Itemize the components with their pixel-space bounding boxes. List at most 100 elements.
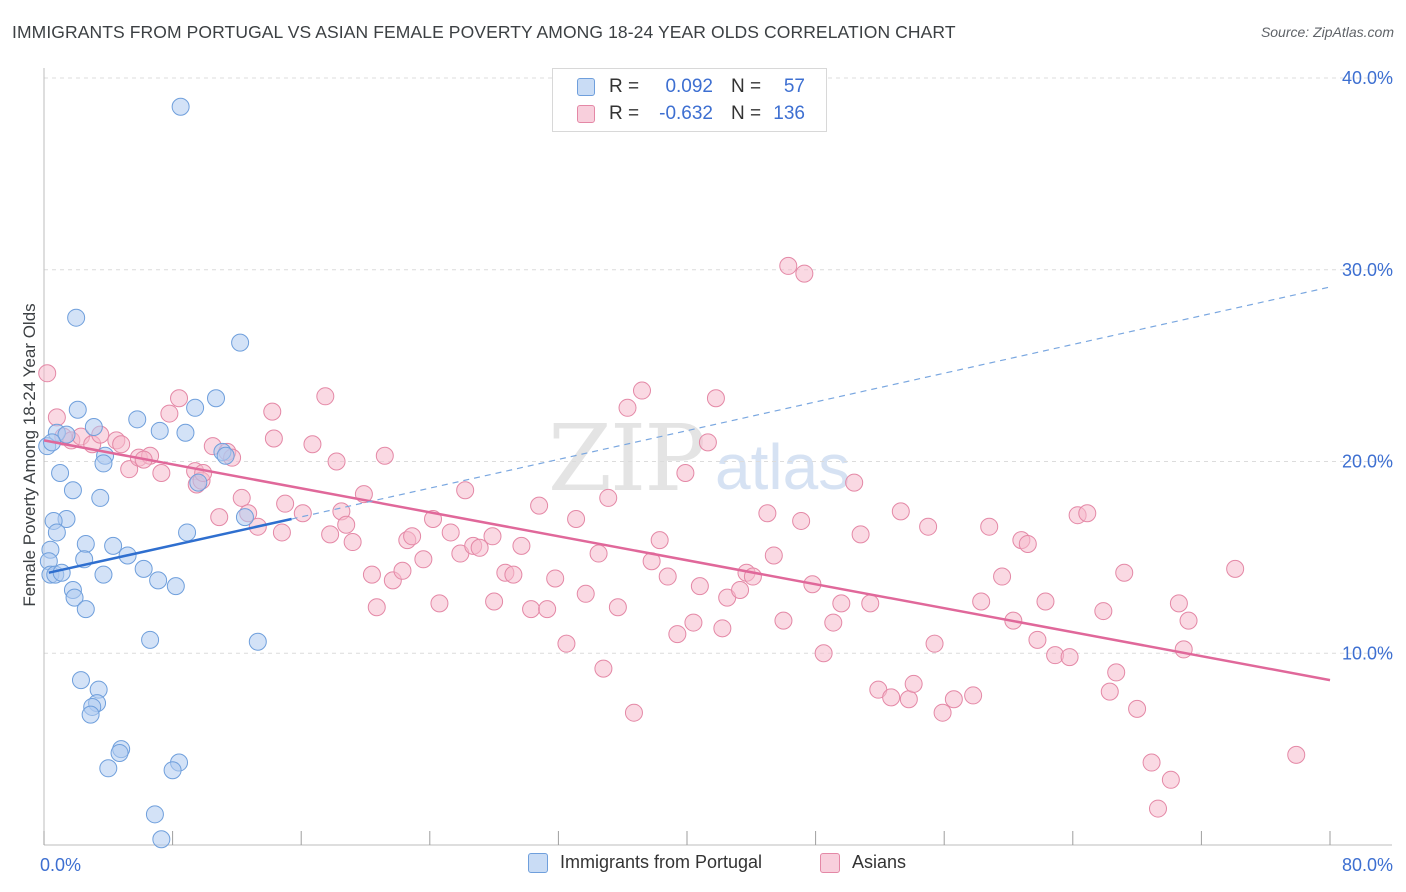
legend-r-value: -0.632 xyxy=(659,103,713,124)
portugal-point xyxy=(63,481,82,500)
portugal-point xyxy=(171,97,190,116)
asians-point xyxy=(1036,592,1055,611)
y-tick-label: 30.0% xyxy=(1342,260,1393,280)
asians-point xyxy=(232,488,251,507)
asians-point xyxy=(650,531,669,550)
asians-point xyxy=(263,402,282,421)
asians-point xyxy=(272,523,291,542)
asians-point xyxy=(1287,745,1306,764)
asians-point xyxy=(795,264,814,283)
asians-point xyxy=(899,690,918,709)
correlation-legend: R = 0.092 N = 57 R = -0.632 N = 136 xyxy=(552,68,827,132)
portugal-points xyxy=(38,97,267,849)
asians-point xyxy=(264,429,283,448)
asians-point xyxy=(919,517,938,536)
legend-n-label: N = xyxy=(731,103,762,124)
portugal-point xyxy=(166,577,185,596)
trend-lines xyxy=(43,286,1331,682)
portugal-point xyxy=(134,559,153,578)
asians-point xyxy=(589,544,608,563)
asians-point xyxy=(1148,799,1167,818)
portugal-point xyxy=(186,398,205,417)
asians-point xyxy=(698,433,717,452)
asians-point xyxy=(293,504,312,523)
legend-swatch-pink xyxy=(820,852,840,873)
asians-point xyxy=(779,256,798,275)
asians-point xyxy=(1107,663,1126,682)
asians-point xyxy=(1100,682,1119,701)
portugal-point xyxy=(231,333,250,352)
asians-point xyxy=(557,634,576,653)
portugal-point xyxy=(71,671,90,690)
portugal-point xyxy=(65,588,84,607)
asians-point xyxy=(47,408,66,427)
asians-point xyxy=(567,510,586,529)
bottom-legend-asians: Asians xyxy=(820,852,906,873)
portugal-point xyxy=(216,446,235,465)
y-tick-label: 20.0% xyxy=(1342,452,1393,472)
y-tick-label: 40.0% xyxy=(1342,68,1393,88)
portugal-point xyxy=(235,508,254,527)
portugal-trend-extension xyxy=(291,286,1331,520)
asians-point xyxy=(684,613,703,632)
portugal-trend-line xyxy=(48,517,292,574)
portugal-point xyxy=(84,417,103,436)
asians-point xyxy=(485,592,504,611)
legend-label-asians: Asians xyxy=(852,852,907,872)
portugal-point xyxy=(81,705,100,724)
asians-point xyxy=(152,464,171,483)
asians-point xyxy=(112,435,131,454)
portugal-point xyxy=(141,630,160,649)
portugal-point xyxy=(104,536,123,555)
asians-point xyxy=(594,659,613,678)
asians-point xyxy=(1078,504,1097,523)
asians-points xyxy=(38,256,1306,818)
portugal-point xyxy=(163,761,182,780)
asians-point xyxy=(706,389,725,408)
legend-row-portugal: R = 0.092 N = 57 xyxy=(577,74,805,100)
asians-point xyxy=(375,446,394,465)
asians-point xyxy=(303,435,322,454)
asians-point xyxy=(522,600,541,619)
asians-point xyxy=(1018,534,1037,553)
asians-point xyxy=(276,494,295,513)
asians-point xyxy=(538,600,557,619)
asians-trend-line xyxy=(43,439,1331,682)
asians-point xyxy=(367,598,386,617)
portugal-point xyxy=(207,389,226,408)
asians-point xyxy=(1028,630,1047,649)
legend-r-value: 0.092 xyxy=(665,76,713,97)
legend-row-asians: R = -0.632 N = 136 xyxy=(577,101,805,127)
portugal-point xyxy=(52,563,71,582)
asians-point xyxy=(430,594,449,613)
portugal-point xyxy=(51,464,70,483)
asians-point xyxy=(470,538,489,557)
portugal-point xyxy=(145,805,164,824)
asians-point xyxy=(608,598,627,617)
asians-point xyxy=(690,577,709,596)
legend-swatch-pink xyxy=(577,105,595,123)
portugal-point xyxy=(94,454,113,473)
asians-point xyxy=(160,404,179,423)
asians-point xyxy=(972,592,991,611)
portugal-point xyxy=(176,423,195,442)
legend-r-label: R = xyxy=(609,103,640,124)
asians-point xyxy=(441,523,460,542)
asians-point xyxy=(1094,602,1113,621)
y-axis-label: Female Poverty Among 18-24 Year Olds xyxy=(20,303,39,606)
asians-point xyxy=(832,594,851,613)
asians-point xyxy=(824,613,843,632)
asians-point xyxy=(1226,559,1245,578)
y-tick-label: 10.0% xyxy=(1342,643,1393,663)
asians-point xyxy=(851,525,870,544)
asians-point xyxy=(624,703,643,722)
asians-point xyxy=(891,502,910,521)
chart-title: IMMIGRANTS FROM PORTUGAL VS ASIAN FEMALE… xyxy=(12,22,956,42)
asians-point xyxy=(530,496,549,515)
asians-point xyxy=(980,517,999,536)
portugal-point xyxy=(128,410,147,429)
asians-point xyxy=(483,527,502,546)
portugal-point xyxy=(110,743,129,762)
portugal-point xyxy=(47,523,66,542)
